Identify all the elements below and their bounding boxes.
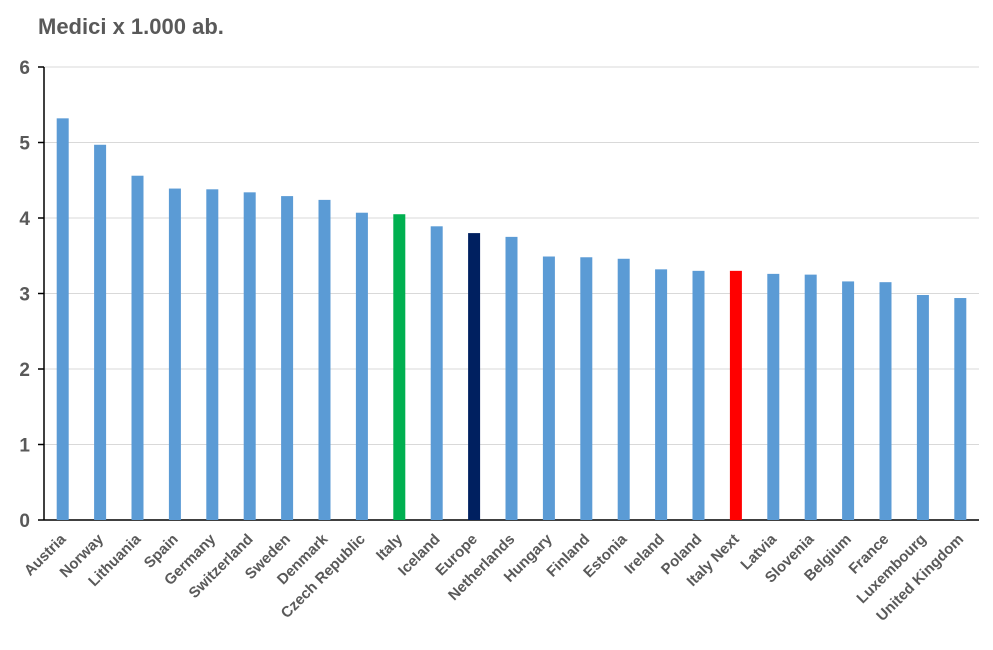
bar-denmark [318, 199, 331, 520]
bar-slovenia [804, 274, 817, 520]
bar-germany [206, 189, 219, 520]
bar-iceland [430, 226, 443, 520]
bar-sweden [281, 196, 294, 521]
bar-luxembourg [916, 295, 929, 520]
bars [56, 118, 967, 521]
bar-austria [56, 118, 69, 520]
bar-ireland [655, 269, 668, 520]
bar-netherlands [505, 236, 518, 520]
bar-finland [580, 257, 593, 520]
bar-belgium [842, 281, 855, 520]
bar-latvia [767, 273, 780, 520]
y-tick-label: 4 [19, 209, 30, 230]
chart-title: Medici x 1.000 ab. [38, 14, 224, 39]
bar-hungary [542, 256, 555, 520]
bar-estonia [617, 258, 630, 520]
bar-lithuania [131, 175, 144, 520]
y-tick-label: 1 [19, 436, 30, 457]
bar-spain [168, 188, 181, 520]
x-label-italy: Italy [373, 530, 407, 564]
y-tick-label: 3 [19, 285, 30, 306]
x-label-ireland: Ireland [621, 531, 668, 578]
y-tick-label: 0 [19, 511, 30, 532]
y-tick-label: 5 [19, 134, 30, 155]
y-tick-label: 2 [19, 360, 30, 381]
y-tick-label: 6 [19, 58, 30, 79]
bar-united-kingdom [954, 298, 967, 520]
bar-europe [468, 233, 481, 520]
bar-italy [393, 214, 406, 520]
bar-italy-next [729, 270, 742, 520]
bar-poland [692, 270, 705, 520]
bar-france [879, 282, 892, 520]
bar-switzerland [243, 192, 256, 520]
bar-norway [94, 144, 107, 520]
x-category-labels: AustriaNorwayLithuaniaSpainGermanySwitze… [21, 530, 967, 624]
bar-czech-republic [355, 212, 368, 520]
y-tick-labels: 0 1 2 3 4 5 6 [19, 58, 30, 532]
